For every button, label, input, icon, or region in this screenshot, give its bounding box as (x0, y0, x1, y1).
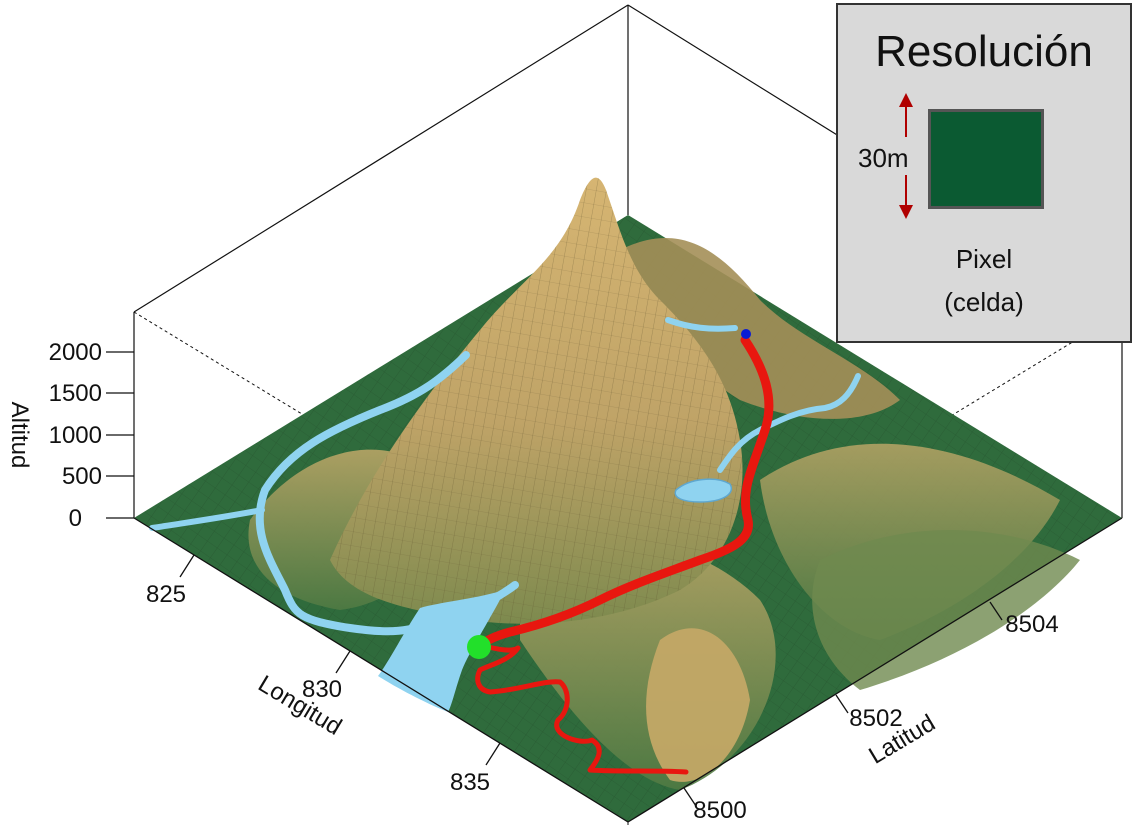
route (475, 335, 774, 775)
terrain-surface (134, 177, 1122, 822)
y-tick-8504: 8504 (1005, 611, 1058, 638)
resolution-legend: Resolución 30m Pixel (celda) (836, 3, 1132, 343)
front-axis-lines (133, 517, 1123, 823)
legend-title: Resolución (875, 27, 1093, 76)
lake-large (378, 590, 505, 712)
resolution-value: 30m (858, 143, 909, 173)
z-tick-1000: 1000 (49, 422, 102, 449)
y-tick-8500: 8500 (693, 797, 746, 824)
z-tick-500: 500 (62, 463, 102, 490)
z-axis: 2000 1500 1000 500 0 Altitud (6, 339, 134, 532)
x-tick-835: 835 (450, 769, 490, 796)
x-tick-825: 825 (146, 581, 186, 608)
z-tick-0: 0 (69, 505, 82, 532)
lake-small (674, 478, 733, 503)
x-tick-830: 830 (302, 676, 342, 703)
arrow-down-icon (899, 175, 913, 219)
y-tick-8502: 8502 (849, 705, 902, 732)
pixel-sublabel: (celda) (944, 287, 1024, 317)
z-tick-2000: 2000 (49, 339, 102, 366)
z-axis-title: Altitud (6, 402, 33, 469)
route-start-point (467, 635, 491, 659)
arrow-up-icon (899, 93, 913, 137)
pixel-swatch (928, 109, 1044, 209)
z-tick-1500: 1500 (49, 380, 102, 407)
route-end-point (741, 329, 751, 339)
pixel-label: Pixel (955, 244, 1013, 274)
